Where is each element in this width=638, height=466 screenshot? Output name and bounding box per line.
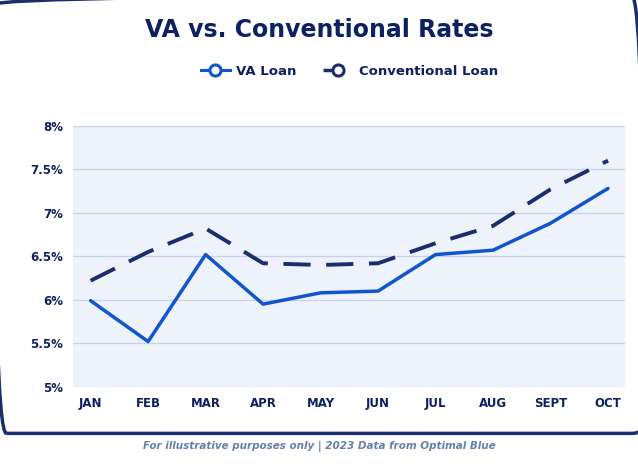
Text: For illustrative purposes only | 2023 Data from Optimal Blue: For illustrative purposes only | 2023 Da… — [143, 441, 495, 452]
Text: VA vs. Conventional Rates: VA vs. Conventional Rates — [145, 18, 493, 42]
Legend: VA Loan, Conventional Loan: VA Loan, Conventional Loan — [195, 59, 503, 83]
